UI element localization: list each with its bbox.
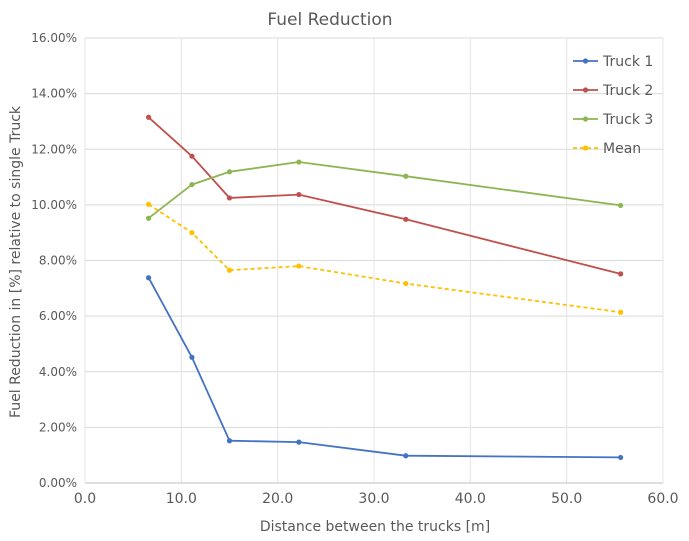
legend-marker-mean: [582, 145, 589, 151]
data-point-truck-3: [189, 181, 195, 188]
data-point-truck-1: [403, 453, 409, 459]
legend: Truck 1 Truck 2 Truck 3 Mean: [573, 54, 653, 157]
data-point-mean: [189, 230, 195, 236]
series-line-truck-3: [148, 161, 621, 219]
data-point-truck-1: [296, 439, 302, 445]
data-point-truck-3: [145, 215, 152, 221]
series-line-truck-2: [147, 116, 621, 275]
data-point-mean: [618, 309, 624, 315]
x-axis-label: Distance between the trucks [m]: [260, 519, 490, 535]
legend-label-truck-2: Truck 2: [602, 83, 653, 99]
data-point-truck-3: [403, 173, 409, 179]
y-tick-label: 6.00%: [39, 309, 77, 323]
x-tick-label: 30.0: [358, 491, 389, 507]
x-tick-label: 20.0: [262, 491, 293, 507]
y-tick-label: 2.00%: [39, 420, 77, 434]
y-tick-label: 16.00%: [31, 31, 77, 45]
data-point-mean: [296, 263, 302, 269]
plot-area: [145, 114, 624, 461]
series-line-truck-1: [147, 277, 621, 459]
data-point-truck-2: [226, 195, 233, 201]
legend-marker-truck-1: [582, 58, 589, 64]
y-tick-label: 0.00%: [39, 476, 77, 490]
data-point-truck-2: [403, 216, 409, 222]
data-point-mean: [226, 267, 233, 273]
data-point-truck-2: [145, 114, 152, 120]
legend-label-truck-1: Truck 1: [602, 54, 653, 70]
legend-marker-truck-3: [582, 116, 589, 122]
data-point-truck-2: [296, 191, 302, 198]
data-point-truck-1: [189, 354, 195, 360]
grid: [84, 37, 664, 484]
chart-title: Fuel Reduction: [267, 10, 392, 30]
legend-marker-truck-2: [582, 87, 589, 93]
data-point-truck-2: [618, 271, 624, 277]
data-point-truck-1: [618, 454, 624, 461]
legend-label-truck-3: Truck 3: [602, 112, 653, 128]
data-point-truck-3: [296, 159, 302, 165]
series-line-mean: [148, 203, 621, 314]
data-point-truck-3: [618, 202, 624, 209]
x-tick-label: 10.0: [166, 491, 197, 507]
x-tick-label: 40.0: [455, 491, 486, 507]
data-point-truck-3: [226, 169, 233, 175]
data-point-truck-1: [226, 438, 233, 444]
data-point-mean: [145, 201, 152, 207]
y-tick-label: 4.00%: [39, 365, 77, 379]
y-tick-label: 8.00%: [39, 254, 77, 268]
data-point-truck-1: [145, 275, 152, 281]
y-tick-label: 10.00%: [31, 198, 77, 212]
data-point-truck-2: [189, 153, 195, 159]
legend-label-mean: Mean: [603, 141, 641, 157]
axes: 0.00% 2.00% 4.00% 6.00% 8.00% 10.00% 12.00% 14.…: [31, 31, 678, 507]
data-point-mean: [403, 280, 409, 287]
y-axis-label: Fuel Reduction in [%] relative to single…: [8, 105, 24, 418]
y-tick-label: 14.00%: [31, 87, 77, 101]
y-tick-label: 12.00%: [31, 142, 77, 156]
x-tick-label: 60.0: [647, 491, 678, 507]
x-tick-label: 0.0: [74, 491, 96, 507]
x-tick-label: 50.0: [551, 491, 582, 507]
